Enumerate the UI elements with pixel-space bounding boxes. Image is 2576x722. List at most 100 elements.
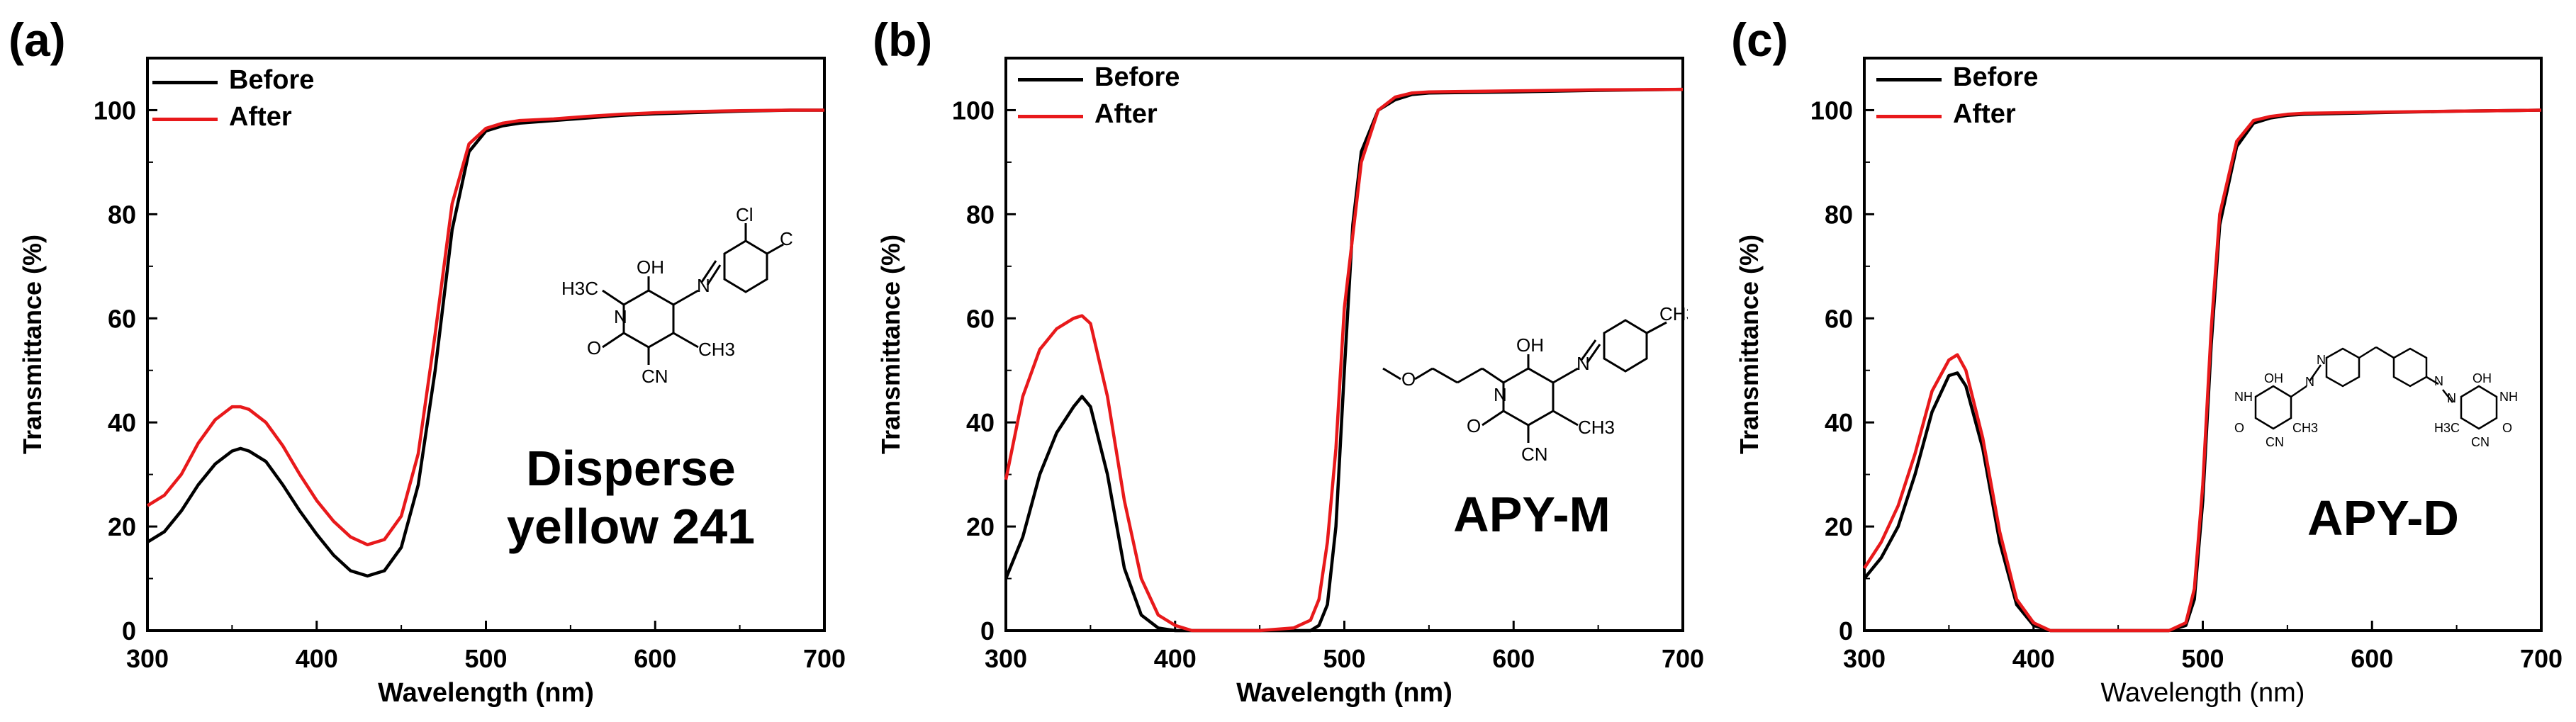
atom-label: NH	[2234, 390, 2253, 404]
atom-label: O	[587, 337, 601, 359]
compound-name-line-2: yellow 241	[506, 499, 756, 554]
y-tick-label: 40	[966, 408, 995, 437]
series-line-after	[1004, 87, 1684, 633]
legend-label-before: Before	[1094, 62, 1180, 92]
panel-label: (b)	[873, 13, 933, 66]
x-tick-label: 500	[464, 644, 507, 673]
compound-name-line-1: Disperse	[526, 441, 736, 496]
y-tick-label: 20	[1825, 512, 1853, 541]
legend-label-before: Before	[229, 65, 315, 95]
atom-label: N	[2317, 353, 2326, 367]
atom-label: O	[1467, 415, 1481, 436]
atom-label: N	[2447, 391, 2456, 405]
atom-label: CH3	[1578, 417, 1615, 438]
y-tick-label: 0	[1839, 616, 1853, 645]
x-tick-label: 300	[126, 644, 169, 673]
panel-c: 300 400 500 600 700 0 20 40 60 80 100 Wavelength (n…	[1717, 0, 2575, 722]
chart-c: 300 400 500 600 700 0 20 40 60 80 100 Wavelength (n…	[1735, 57, 2563, 708]
legend-label-before: Before	[1953, 62, 2039, 92]
legend-label-after: After	[229, 102, 292, 132]
series-line-after	[1863, 108, 2542, 633]
atom-label: NH	[2499, 390, 2518, 404]
legend-label-after: After	[1094, 99, 1158, 129]
atom-label: CH3	[1659, 303, 1688, 325]
y-tick-label: 20	[108, 512, 136, 541]
chemical-structure-b: OH N CH3 CH3 CN O O N	[1382, 303, 1688, 465]
y-axis-label: Transmittance (%)	[876, 235, 905, 454]
legend-label-after: After	[1953, 99, 2016, 129]
atom-label: CN	[2471, 435, 2490, 449]
panel-label: (c)	[1731, 13, 1788, 66]
x-tick-label: 400	[296, 644, 338, 673]
atom-label: N	[1577, 353, 1590, 374]
atom-label: N	[2305, 375, 2314, 389]
x-tick-label: 500	[1323, 644, 1365, 673]
x-tick-label: 700	[803, 644, 846, 673]
legend-swatch-before	[1876, 78, 1942, 81]
chart-a: 300 400 500 600 700 0 20 40 60 80 100 Wavelength (n…	[18, 57, 846, 708]
y-tick-label: 100	[952, 96, 995, 125]
x-tick-label: 300	[985, 644, 1027, 673]
y-tick-label: 60	[108, 304, 136, 333]
y-tick-label: 40	[108, 408, 136, 437]
legend-swatch-before	[1018, 78, 1083, 81]
series-line-after	[146, 108, 824, 547]
x-tick-label: 400	[2012, 644, 2055, 673]
compound-name: APY-D	[2270, 489, 2497, 547]
atom-label: N	[614, 306, 627, 327]
x-axis-label: Wavelength (nm)	[378, 678, 594, 708]
y-tick-label: 0	[122, 616, 136, 645]
atom-label: CH3	[698, 339, 735, 360]
y-tick-label: 20	[966, 512, 995, 541]
atom-label: N	[2434, 374, 2443, 388]
atom-label: N	[1494, 384, 1507, 405]
y-tick-label: 100	[94, 96, 136, 125]
x-axis-label: Wavelength (nm)	[2101, 678, 2305, 708]
y-tick-label: 60	[1825, 304, 1853, 333]
x-tick-label: 700	[2520, 644, 2563, 673]
y-tick-label: 0	[980, 616, 995, 645]
atom-label: OH	[1516, 334, 1544, 356]
x-tick-label: 600	[634, 644, 676, 673]
atom-label: OH	[637, 256, 664, 278]
atom-label: OH	[2473, 371, 2492, 385]
y-tick-label: 40	[1825, 408, 1853, 437]
chemical-structure-c: OH NH O CN CH3 N N N N OH NH O CN H3C	[2234, 346, 2518, 449]
panel-a: 300 400 500 600 700 0 20 40 60 80 100 Wavelength (n…	[0, 0, 858, 722]
x-tick-label: 600	[1492, 644, 1535, 673]
x-tick-label: 700	[1662, 644, 1704, 673]
atom-label: O	[1401, 368, 1416, 390]
atom-label: N	[697, 275, 710, 296]
y-tick-label: 80	[1825, 200, 1853, 229]
atom-label: CN	[642, 366, 668, 387]
y-tick-label: 80	[108, 200, 136, 229]
y-tick-label: 80	[966, 200, 995, 229]
atom-label: CH3	[2292, 421, 2318, 435]
atom-label: CN	[2266, 435, 2284, 449]
atom-label: CN	[1521, 444, 1548, 465]
series-line-before	[1004, 87, 1684, 633]
y-axis-label: Transmittance (%)	[1735, 235, 1764, 454]
atom-label: H3C	[2434, 421, 2460, 435]
legend-swatch-after	[1876, 115, 1942, 118]
compound-name: Disperse yellow 241	[496, 439, 766, 555]
panel-label: (a)	[9, 13, 66, 66]
y-tick-label: 60	[966, 304, 995, 333]
legend-swatch-after	[1018, 115, 1083, 118]
atom-label: OH	[2264, 371, 2283, 385]
x-tick-label: 600	[2351, 644, 2393, 673]
atom-label: O	[2502, 421, 2512, 435]
chart-b: 300 400 500 600 700 0 20 40 60 80 100 Wavelength (n…	[876, 57, 1704, 708]
atom-label: Cl	[736, 205, 754, 225]
x-tick-label: 300	[1843, 644, 1886, 673]
y-axis-label: Transmittance (%)	[18, 235, 47, 454]
atom-label: H3C	[561, 278, 598, 299]
y-tick-label: 100	[1810, 96, 1853, 125]
compound-name-line-1: APY-D	[2307, 490, 2459, 546]
x-tick-label: 500	[2181, 644, 2224, 673]
compound-name-line-1: APY-M	[1453, 487, 1611, 542]
legend-swatch-before	[152, 81, 218, 84]
x-tick-label: 400	[1154, 644, 1197, 673]
atom-label: O	[2234, 421, 2244, 435]
panel-b: 300 400 500 600 700 0 20 40 60 80 100 Wavelength (n…	[858, 0, 1717, 722]
